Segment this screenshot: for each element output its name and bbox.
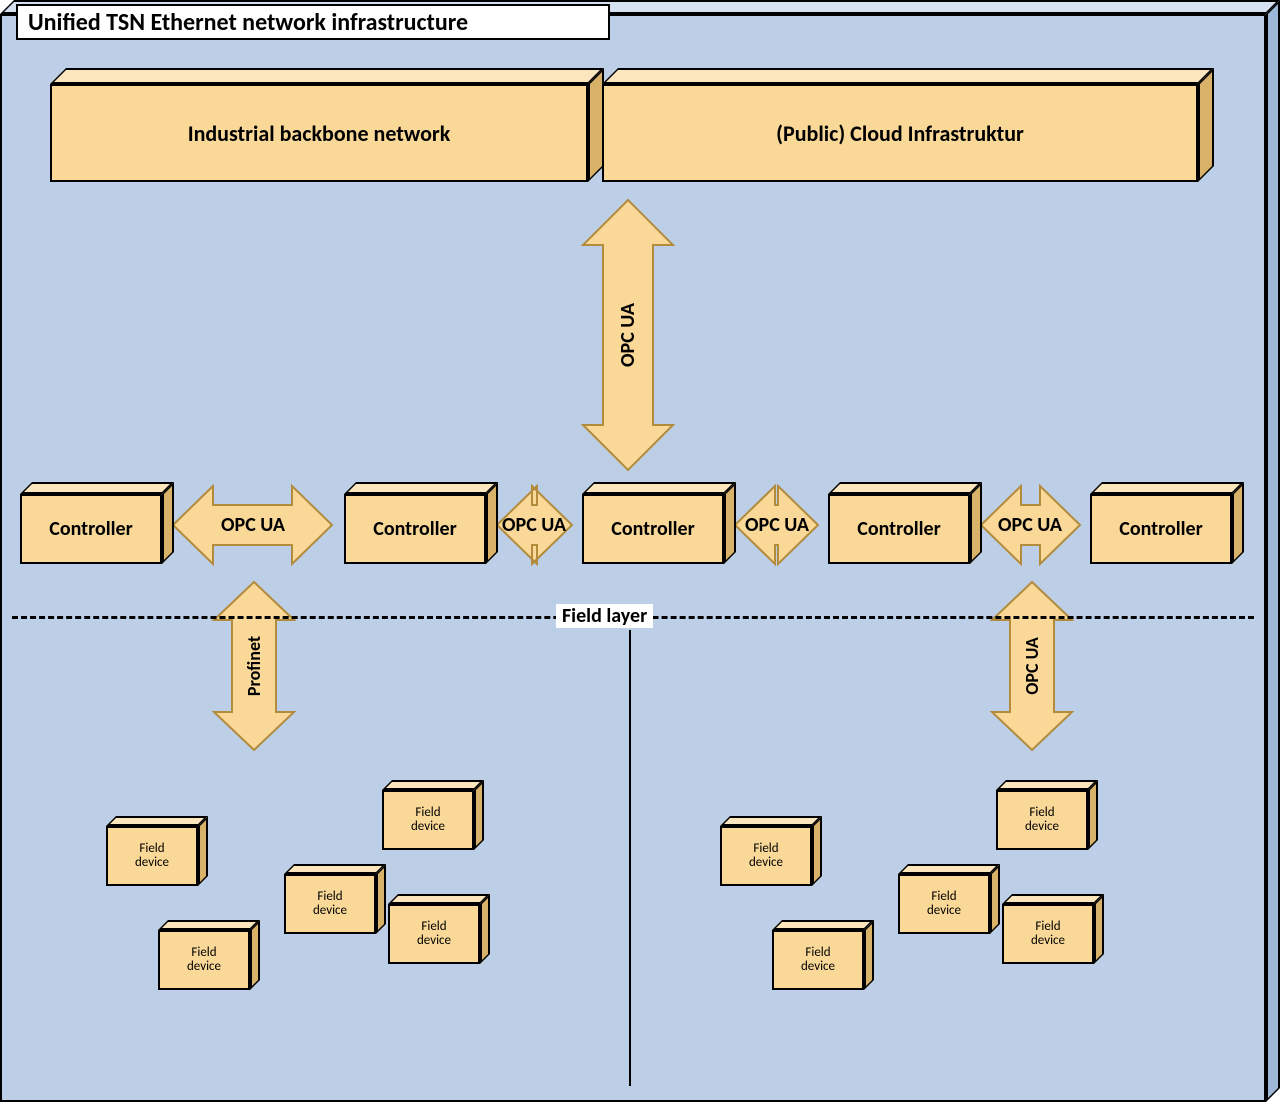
field-layer-label: Field layer	[556, 604, 653, 628]
field-device-right-3: Field device	[898, 874, 1000, 934]
field-device-right-5: Field device	[1002, 904, 1104, 964]
controller-1: Controller	[20, 494, 174, 564]
opcua-h-3-label: OPC UA	[717, 513, 837, 537]
diagram-canvas: Unified TSN Ethernet network infrastruct…	[0, 0, 1280, 1102]
field-device-right-4: Field device	[996, 790, 1098, 850]
profinet-arrow-label: Profinet	[243, 620, 265, 712]
controller-4: Controller	[828, 494, 982, 564]
field-device-left-5: Field device	[388, 904, 490, 964]
center-divider	[629, 630, 631, 1086]
controller-3: Controller	[582, 494, 736, 564]
field-device-left-2: Field device	[158, 930, 260, 990]
field-device-right-1: Field device	[720, 826, 822, 886]
opcua-h-1-label: OPC UA	[193, 513, 313, 537]
field-device-right-2: Field device	[772, 930, 874, 990]
opcua-vertical-top-label: OPC UA	[616, 245, 640, 425]
opcua-h-4-label: OPC UA	[970, 513, 1090, 537]
controller-5: Controller	[1090, 494, 1244, 564]
field-device-left-3: Field device	[284, 874, 386, 934]
field-device-left-4: Field device	[382, 790, 484, 850]
field-device-left-1: Field device	[106, 826, 208, 886]
opcua-h-2-label: OPC UA	[474, 513, 594, 537]
opcua-right-arrow-label: OPC UA	[1021, 620, 1043, 712]
